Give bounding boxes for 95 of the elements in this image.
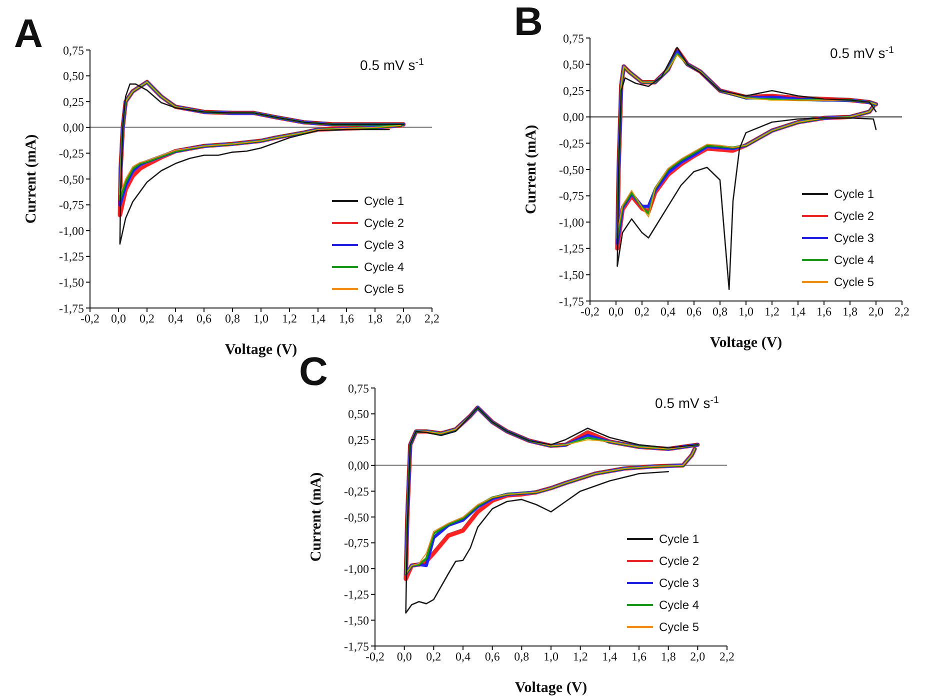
- x-tick-label: 0,2: [426, 650, 442, 664]
- x-axis-title: Voltage (V): [514, 680, 588, 696]
- chart-title: A: [14, 12, 43, 57]
- legend-label: Cycle 1: [659, 532, 700, 546]
- x-tick-label: 0,8: [712, 304, 728, 319]
- x-axis-title: Voltage (V): [710, 335, 782, 351]
- y-axis-title: Current (mA): [308, 472, 324, 562]
- annotation: 0.5 mV s$^{-1}$: [655, 394, 719, 411]
- y-tick-label: 0,00: [348, 458, 369, 473]
- x-tick-label: 1,6: [339, 312, 354, 326]
- x-tick-label: 0,4: [168, 312, 183, 326]
- y-tick-label: -1,50: [344, 613, 369, 628]
- legend-label: Cycle 3: [834, 231, 874, 245]
- y-tick-label: -0,50: [559, 162, 584, 177]
- y-tick-label: -1,25: [59, 250, 84, 264]
- x-tick-label: 2,0: [396, 312, 411, 326]
- x-tick-label: 0,4: [456, 650, 470, 664]
- legend-label: Cycle 1: [364, 194, 404, 208]
- y-tick-label: -1,50: [59, 275, 84, 290]
- legend-label: Cycle 3: [364, 238, 404, 252]
- x-tick-label: 2,2: [894, 304, 910, 319]
- y-tick-label: 0,00: [563, 110, 584, 124]
- annotation: 0.5 mV s$^{-1}$: [830, 44, 894, 61]
- y-tick-label: -0,25: [344, 484, 369, 498]
- y-tick-label: -1,00: [344, 562, 369, 576]
- x-tick-label: 1,4: [310, 312, 326, 326]
- x-tick-label: 0,0: [111, 312, 126, 326]
- x-tick-label: 0,6: [484, 650, 500, 664]
- x-tick-label: 1,4: [602, 650, 618, 664]
- legend-label: Cycle 3: [659, 576, 700, 590]
- y-tick-label: 0,75: [563, 31, 584, 46]
- x-tick-label: 0,6: [686, 304, 702, 319]
- x-tick-label: 2,2: [720, 650, 734, 664]
- legend-label: Cycle 4: [364, 260, 404, 274]
- legend-label: Cycle 2: [659, 554, 700, 568]
- y-tick-label: 0,75: [348, 381, 369, 396]
- y-tick-label: -0,25: [59, 146, 84, 160]
- legend-label: Cycle 5: [659, 620, 700, 634]
- y-tick-label: 0,50: [348, 407, 369, 422]
- x-tick-label: 1,8: [660, 650, 676, 664]
- x-tick-label: 0,4: [660, 304, 676, 319]
- y-tick-label: -1,25: [344, 588, 369, 602]
- y-tick-label: 0,00: [63, 120, 84, 135]
- y-tick-label: -1,00: [559, 215, 584, 230]
- y-tick-label: -1,50: [559, 268, 584, 282]
- x-tick-label: 1,6: [632, 650, 646, 664]
- x-tick-label: 2,0: [690, 650, 706, 664]
- annotation: 0.5 mV s$^{-1}$: [360, 56, 424, 73]
- x-tick-label: 1,2: [572, 650, 588, 664]
- x-tick-label: 2,0: [868, 304, 884, 319]
- x-tick-label: 1,2: [282, 312, 297, 326]
- x-tick-label: 1,4: [790, 304, 806, 319]
- x-tick-label: 0,8: [225, 312, 240, 326]
- y-axis-title: Current (mA): [23, 134, 40, 224]
- y-tick-label: 0,25: [63, 94, 84, 109]
- line-series: [405, 406, 698, 614]
- legend-label: Cycle 2: [834, 209, 874, 223]
- y-tick-label: 0,50: [563, 58, 584, 72]
- y-axis-title: Current (mA): [523, 124, 540, 214]
- x-tick-label: 1,8: [842, 304, 858, 319]
- x-tick-label: 0,2: [140, 312, 154, 326]
- x-tick-label: 1,0: [544, 650, 558, 664]
- x-tick-label: 1,6: [816, 304, 832, 319]
- y-tick-label: -0,50: [59, 172, 84, 186]
- x-tick-label: 0,0: [608, 304, 624, 319]
- y-tick-label: 0,50: [63, 69, 84, 84]
- x-tick-label: 1,0: [738, 304, 754, 319]
- y-tick-label: -1,00: [59, 224, 84, 238]
- x-tick-label: 1,2: [764, 304, 780, 319]
- legend-label: Cycle 4: [834, 253, 874, 267]
- y-tick-label: 0,25: [348, 432, 369, 447]
- legend-label: Cycle 1: [834, 187, 874, 201]
- x-tick-label: 0,8: [514, 650, 530, 664]
- y-tick-label: -0,50: [344, 510, 369, 524]
- legend-label: Cycle 4: [659, 598, 700, 612]
- y-tick-label: -0,75: [59, 198, 84, 212]
- chart-title: C: [299, 350, 328, 395]
- x-axis-title: Voltage (V): [224, 342, 298, 358]
- y-tick-label: -0,25: [559, 136, 584, 150]
- legend-label: Cycle 5: [364, 282, 404, 296]
- y-tick-label: -0,75: [344, 536, 369, 550]
- y-tick-label: -0,75: [559, 189, 584, 204]
- x-tick-label: 0,2: [634, 304, 650, 319]
- y-tick-label: 0,25: [563, 84, 584, 98]
- legend-label: Cycle 5: [834, 275, 874, 289]
- y-tick-label: 0,75: [63, 43, 84, 58]
- chart-title: B: [514, 0, 543, 45]
- x-tick-label: 1,0: [254, 312, 268, 326]
- line-series: [616, 46, 877, 290]
- x-tick-label: 1,8: [368, 312, 382, 326]
- legend-label: Cycle 2: [364, 216, 404, 230]
- y-tick-label: -1,25: [559, 242, 584, 256]
- x-tick-label: 2,2: [424, 312, 440, 326]
- x-tick-label: 0,6: [196, 312, 212, 326]
- x-tick-label: 0,0: [396, 650, 412, 664]
